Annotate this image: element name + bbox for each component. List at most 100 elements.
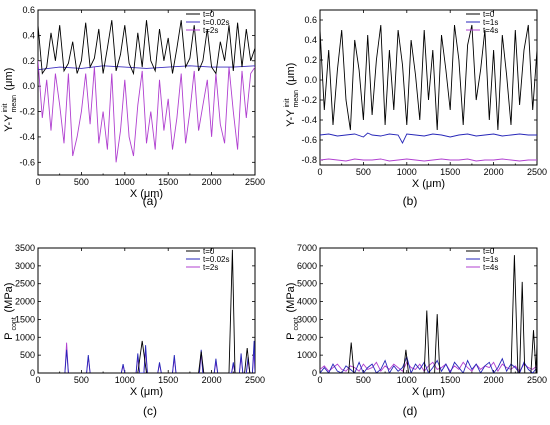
y-axis-title-main: P [3,333,15,340]
x-tick-label: 0 [317,167,322,177]
y-tick-label: -0.4 [19,132,35,142]
x-tick-label: 0 [35,177,40,187]
y-tick-label: -0.8 [301,155,317,165]
y-tick-label: 2500 [15,279,35,289]
x-tick-label: 2000 [484,167,504,177]
y-tick-label: 2000 [15,297,35,307]
series-line-t0 [320,24,537,131]
y-tick-label: 0.4 [22,30,35,40]
x-axis-title: X (μm) [130,386,163,398]
y-tick-label: -0.2 [19,107,35,117]
y-tick-label: 7000 [297,243,317,253]
series-line-t1s [320,355,537,373]
y-tick-label: 5000 [297,279,317,289]
y-axis-title: Y-Y init mean (μm) [284,63,300,127]
legend-label: t=0 [483,247,495,256]
x-tick-label: 2000 [202,375,222,385]
legend-label: t=0 [203,247,215,256]
y-tick-label: -0.4 [301,115,317,125]
y-tick-label: 2000 [297,332,317,342]
y-tick-label: 1000 [297,350,317,360]
series-line-t002s [38,340,255,373]
legend-label: t=4s [483,263,498,272]
x-axis-title: X (μm) [412,178,445,190]
y-tick-label: 0.0 [22,81,35,91]
x-tick-label: 1000 [397,167,417,177]
y-axis-title-main: Y-Y [3,114,15,132]
y-tick-label: 1500 [15,314,35,324]
x-tick-label: 0 [317,375,322,385]
series-group [320,24,537,162]
series-line-t002s [38,65,255,71]
series-group [320,255,537,373]
y-tick-label: 3500 [15,243,35,253]
x-tick-label: 500 [74,177,89,187]
x-tick-label: 500 [356,167,371,177]
legend-label: t=2s [203,263,218,272]
panel-label: (d) [403,404,418,418]
chart-panel-2: 0 500 1000 1500 2000 2500 -0.8 -0.6 -0.4 -0.2 0.0 0… [284,9,547,208]
x-tick-label: 1000 [115,177,135,187]
panel-label: (a) [143,194,158,208]
y-tick-label: -0.6 [301,135,317,145]
series-line-t0 [320,255,537,373]
legend-label: t=0.02s [203,18,229,27]
x-tick-label: 500 [356,375,371,385]
y-axis-title-unit: (MPa) [285,283,297,313]
x-tick-label: 1000 [115,375,135,385]
y-axis-title-unit: (MPa) [3,283,15,313]
y-tick-label: 1000 [15,332,35,342]
x-tick-label: 2000 [484,375,504,385]
y-tick-label: 0.2 [22,56,35,66]
series-line-t4s [320,158,537,162]
y-tick-label: 3000 [15,261,35,271]
x-tick-label: 2000 [202,177,222,187]
y-axis-title-sub: cont [293,317,300,330]
x-axis-title: X (μm) [412,386,445,398]
legend: t=0t=1st=4s [466,10,498,35]
y-tick-label: 3000 [297,314,317,324]
x-tick-label: 1500 [440,167,460,177]
x-tick-label: 1500 [158,177,178,187]
y-axis-title-sub: mean [293,90,300,108]
chart-panel-1: 0 500 1000 1500 2000 2500 -0.6 -0.4 -0.2 0.0 0.2 0.… [2,5,265,208]
y-tick-label: 0.0 [304,75,317,85]
x-tick-label: 2500 [245,375,265,385]
y-axis-title-sub: mean [11,95,18,113]
chart-panel-3: 0 500 1000 1500 2000 2500 0 500 1000 1500 2000 2500… [3,243,265,418]
y-tick-label: 0 [30,368,35,378]
x-tick-label: 2500 [527,167,547,177]
y-axis-title: Y-Y init mean (μm) [2,68,18,132]
panel-label: (c) [143,404,157,418]
legend-label: t=1s [483,255,498,264]
x-tick-label: 0 [35,375,40,385]
legend-label: t=1s [483,18,498,27]
chart-panel-4: 0 500 1000 1500 2000 2500 0 1000 2000 3000 4000 500… [285,243,547,418]
y-tick-label: 0.6 [304,15,317,25]
y-axis-title-sub: cont [11,317,18,330]
series-group [38,249,255,373]
y-tick-label: -0.2 [301,95,317,105]
x-tick-label: 1000 [397,375,417,385]
x-tick-label: 2500 [245,177,265,187]
legend: t=0t=1st=4s [466,247,498,272]
y-axis-title-unit: (μm) [3,68,15,91]
y-tick-label: 0 [312,368,317,378]
y-tick-label: 500 [20,350,35,360]
y-tick-label: -0.6 [19,157,35,167]
y-axis-title-sup: init [284,98,291,107]
legend-label: t=4s [483,26,498,35]
legend-label: t=0 [483,10,495,19]
y-axis-title-sup: init [2,103,9,112]
y-tick-label: 0.4 [304,35,317,45]
series-group [38,20,255,163]
x-tick-label: 1500 [440,375,460,385]
y-tick-label: 6000 [297,261,317,271]
x-axis-title: X (μm) [130,188,163,200]
y-tick-label: 4000 [297,297,317,307]
